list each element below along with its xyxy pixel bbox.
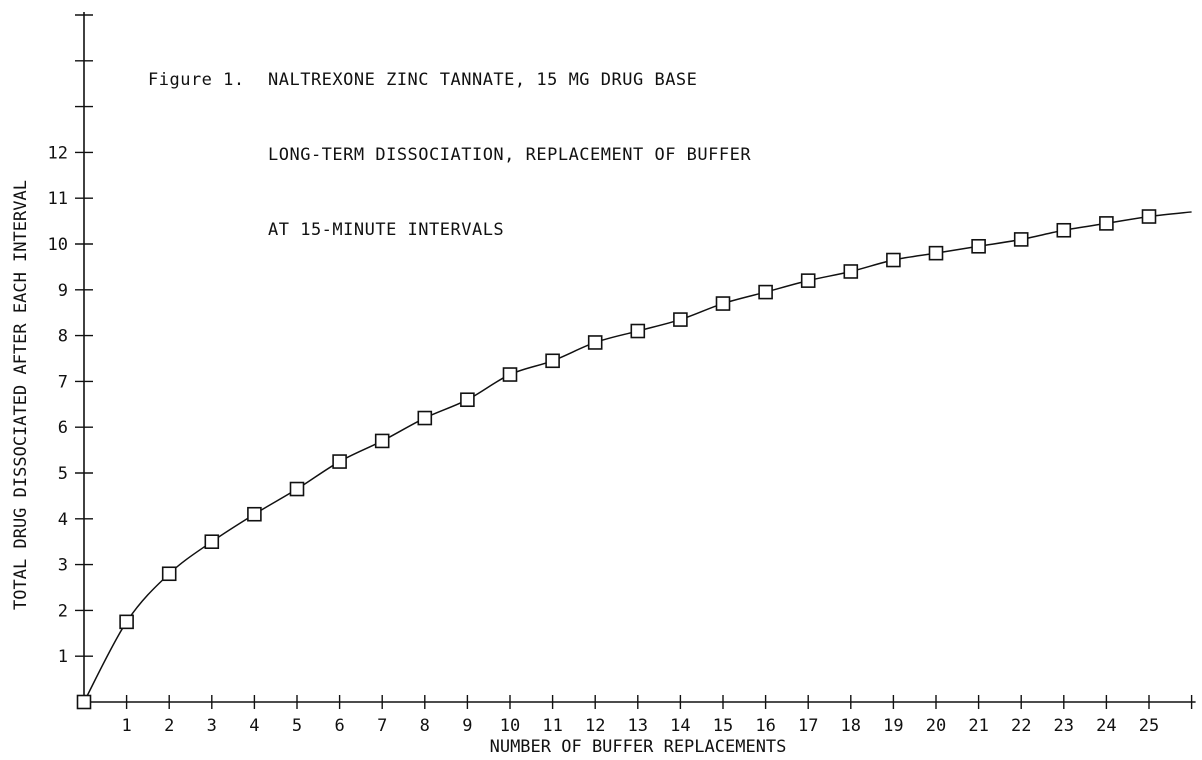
x-tick-label: 9 [462,716,472,736]
series-markers [76,209,1157,710]
x-tick-label: 3 [207,716,217,736]
x-tick-label: 6 [334,716,344,736]
x-tick-label: 15 [713,716,733,736]
y-tick-label: 8 [58,327,68,347]
y-tick-label: 10 [48,235,68,255]
data-point-marker [374,433,390,449]
data-point-marker [630,323,646,339]
x-tick-label: 24 [1096,716,1116,736]
caption-line-3: AT 15-MINUTE INTERVALS [268,220,505,240]
data-point-marker [1013,232,1029,247]
y-tick-label: 3 [58,556,68,576]
figure-label: Figure 1. [148,70,245,90]
series-line [83,211,1192,703]
x-tick-label: 5 [292,716,302,736]
data-point-marker [673,312,688,327]
x-tick-label: 12 [585,716,605,736]
axes [83,12,1196,703]
caption-line-2: LONG-TERM DISSOCIATION, REPLACEMENT OF B… [268,145,752,165]
data-point-marker [928,245,944,261]
x-tick-label: 19 [883,716,903,736]
y-tick-label: 11 [48,189,68,209]
x-tick-label: 2 [164,716,174,736]
x-tick-label: 25 [1139,716,1159,736]
data-point-marker [886,252,901,268]
data-point-marker [161,566,177,582]
data-point-marker [1099,216,1114,231]
x-tick-label: 16 [755,716,775,736]
y-tick-label: 2 [58,601,68,621]
ticks [75,14,1193,709]
x-tick-label: 10 [500,716,520,736]
y-tick-label: 9 [58,281,68,301]
x-tick-label: 17 [798,716,818,736]
x-tick-label: 18 [841,716,861,736]
data-point-marker [502,367,518,382]
caption-line-1: Figure 1. NALTREXONE ZINC TANNATE, 15 MG … [148,68,751,93]
x-tick-label: 4 [249,716,259,736]
data-point-marker [843,264,859,279]
x-tick-label: 14 [670,716,690,736]
y-tick-label: 12 [48,143,68,163]
tick-labels: 1 2 3 4 5 6 7 8 9 10 11 12 13 14 15 16 17 18 19 20 21 22 23 24 2… [48,143,1160,736]
x-tick-label: 11 [542,716,562,736]
y-tick-label: 4 [58,510,68,530]
x-tick-label: 22 [1011,716,1031,736]
data-point-marker [247,506,262,522]
y-axis-label: TOTAL DRUG DISSOCIATED AFTER EACH INTERV… [11,180,31,610]
x-tick-label: 20 [926,716,946,736]
data-point-marker [417,410,433,426]
data-point-marker [800,273,816,288]
data-point-marker [76,694,92,710]
x-tick-label: 21 [968,716,988,736]
caption-title: NALTREXONE ZINC TANNATE, 15 MG DRUG BASE [268,70,698,90]
x-tick-label: 7 [377,716,387,736]
data-point-marker [289,481,305,497]
x-tick-label: 1 [121,716,131,736]
data-point-marker [587,335,603,350]
y-tick-label: 6 [58,418,68,438]
x-tick-label: 23 [1054,716,1074,736]
data-point-marker [971,238,986,254]
data-point-marker [715,296,731,311]
data-point-marker [545,353,560,369]
x-tick-label: 13 [628,716,648,736]
data-point-marker [119,614,134,630]
data-point-marker [204,534,220,550]
data-point-marker [460,392,475,408]
data-point-marker [1141,209,1157,224]
x-axis-label: NUMBER OF BUFFER REPLACEMENTS [490,737,787,757]
data-point-marker [1056,222,1072,238]
data-point-marker [758,284,773,300]
x-tick-label: 8 [420,716,430,736]
y-tick-label: 5 [58,464,68,484]
figure-caption: Figure 1. NALTREXONE ZINC TANNATE, 15 MG … [148,18,751,268]
data-point-marker [332,454,347,469]
y-tick-label: 1 [58,647,68,667]
y-tick-label: 7 [58,372,68,392]
